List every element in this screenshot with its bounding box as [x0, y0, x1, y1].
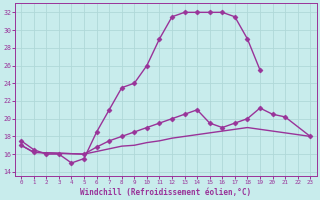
- X-axis label: Windchill (Refroidissement éolien,°C): Windchill (Refroidissement éolien,°C): [80, 188, 251, 197]
